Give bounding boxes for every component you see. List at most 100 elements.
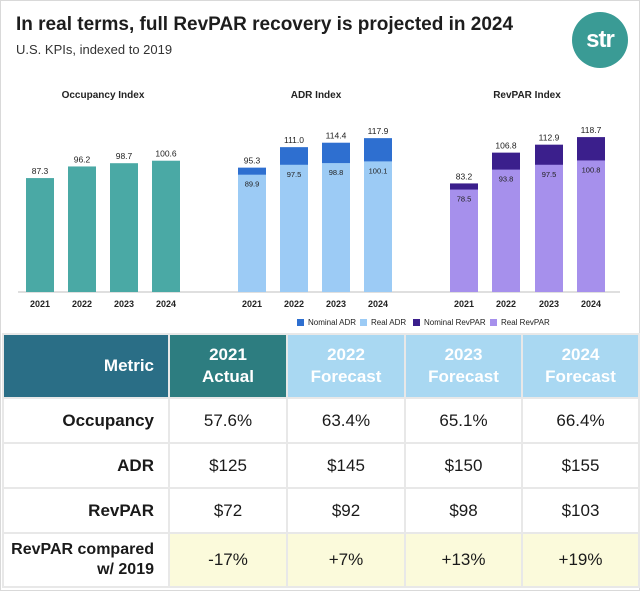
bar-real-revpar xyxy=(577,160,605,292)
header-kind: Forecast xyxy=(310,367,382,386)
data-label: 118.7 xyxy=(581,125,602,135)
table-cell: 63.4% xyxy=(286,397,406,444)
row-label: ADR xyxy=(2,442,170,489)
table-cell: 66.4% xyxy=(521,397,640,444)
data-label: 89.9 xyxy=(245,180,260,189)
data-label: 93.8 xyxy=(499,175,514,184)
kpi-forecast-table: Metric 2021 Actual 2022 Forecast 2023 Forec… xyxy=(2,333,640,588)
logo-text: str xyxy=(586,26,615,53)
legend-real-revpar: Real RevPAR xyxy=(490,318,550,327)
bar-real-adr xyxy=(280,164,308,292)
x-tick-label: 2022 xyxy=(72,299,92,309)
header-year: 2022 xyxy=(327,345,365,364)
table-cell: $125 xyxy=(168,442,288,489)
legend-swatch xyxy=(360,319,367,326)
table-cell: 65.1% xyxy=(404,397,523,444)
table-cell: $72 xyxy=(168,487,288,534)
table-row-adr: ADR $125 $145 $150 $155 xyxy=(2,442,640,489)
data-label: 96.2 xyxy=(74,154,91,164)
legend-label: Real RevPAR xyxy=(501,318,550,327)
table-row-revpar-vs-2019: RevPAR compared w/ 2019 -17% +7% +13% +19… xyxy=(2,532,640,588)
x-tick-label: 2024 xyxy=(581,299,601,309)
row-label: Occupancy xyxy=(2,397,170,444)
row-label-line: RevPAR compared xyxy=(11,541,154,558)
x-tick-label: 2024 xyxy=(368,299,388,309)
legend-nominal-revpar: Nominal RevPAR xyxy=(413,318,486,327)
bar-value xyxy=(68,166,96,292)
bar-real-revpar xyxy=(450,189,478,292)
data-label: 97.5 xyxy=(542,170,557,179)
table-cell: $103 xyxy=(521,487,640,534)
header-kind: Forecast xyxy=(545,367,616,386)
data-label: 106.8 xyxy=(495,141,517,151)
data-label: 117.9 xyxy=(368,126,389,136)
row-label: RevPAR xyxy=(2,487,170,534)
data-label: 97.5 xyxy=(287,170,302,179)
bar-value xyxy=(110,163,138,292)
x-tick-label: 2022 xyxy=(284,299,304,309)
header-kind: Actual xyxy=(202,367,254,386)
table-header-row: Metric 2021 Actual 2022 Forecast 2023 Forec… xyxy=(2,333,640,399)
table-cell: 57.6% xyxy=(168,397,288,444)
legend-label: Real ADR xyxy=(371,318,407,327)
chart-title: ADR Index xyxy=(291,90,342,101)
row-label: RevPAR compared w/ 2019 xyxy=(2,532,170,588)
str-logo-icon: str xyxy=(572,12,628,68)
x-tick-label: 2023 xyxy=(114,299,134,309)
legend-swatch xyxy=(490,319,497,326)
legend-label: Nominal RevPAR xyxy=(424,318,486,327)
table-cell: $145 xyxy=(286,442,406,489)
data-label: 114.4 xyxy=(326,131,347,141)
x-tick-label: 2022 xyxy=(496,299,516,309)
data-label: 87.3 xyxy=(32,166,49,176)
bar-real-adr xyxy=(364,161,392,292)
table-cell: +19% xyxy=(521,532,640,588)
data-label: 78.5 xyxy=(457,195,472,204)
x-tick-label: 2021 xyxy=(30,299,50,309)
data-label: 95.3 xyxy=(244,156,261,166)
chart-title: Occupancy Index xyxy=(62,90,145,101)
x-tick-label: 2021 xyxy=(242,299,262,309)
header-kind: Forecast xyxy=(428,367,499,386)
x-tick-label: 2023 xyxy=(539,299,559,309)
bar-real-adr xyxy=(322,163,350,292)
chart-title: RevPAR Index xyxy=(493,90,561,101)
legend-nominal-adr: Nominal ADR xyxy=(297,318,356,327)
table-cell: $150 xyxy=(404,442,523,489)
data-label: 83.2 xyxy=(456,171,473,181)
table-cell: -17% xyxy=(168,532,288,588)
x-tick-label: 2021 xyxy=(454,299,474,309)
kpi-index-charts: Occupancy Index 2021 87.3 2022 96.2 2023 98.7 2… xyxy=(18,90,620,309)
table-row-revpar: RevPAR $72 $92 $98 $103 xyxy=(2,487,640,534)
data-label: 98.8 xyxy=(329,168,344,177)
header-year: 2021 xyxy=(209,345,247,364)
bar-real-adr xyxy=(238,174,266,292)
table-cell: $155 xyxy=(521,442,640,489)
header-2021: 2021 Actual xyxy=(168,333,288,399)
header-2022: 2022 Forecast xyxy=(286,333,406,399)
data-label: 98.7 xyxy=(116,151,133,161)
header-2024: 2024 Forecast xyxy=(521,333,640,399)
legend-real-adr: Real ADR xyxy=(360,318,406,327)
table-cell: +7% xyxy=(286,532,406,588)
data-label: 100.1 xyxy=(369,166,388,175)
legend-label: Nominal ADR xyxy=(308,318,357,327)
bar-value xyxy=(26,178,54,292)
table-cell: $98 xyxy=(404,487,523,534)
header-metric: Metric xyxy=(2,333,170,399)
table-row-occupancy: Occupancy 57.6% 63.4% 65.1% 66.4% xyxy=(2,397,640,444)
header-year: 2023 xyxy=(444,345,483,364)
x-tick-label: 2023 xyxy=(326,299,346,309)
data-label: 100.8 xyxy=(582,165,601,174)
data-label: 100.6 xyxy=(155,149,177,159)
legend-swatch xyxy=(297,319,304,326)
header-2023: 2023 Forecast xyxy=(404,333,523,399)
page-subtitle: U.S. KPIs, indexed to 2019 xyxy=(16,42,173,57)
table-cell: +13% xyxy=(404,532,523,588)
table-cell: $92 xyxy=(286,487,406,534)
bar-real-revpar xyxy=(492,169,520,292)
data-label: 112.9 xyxy=(539,133,560,143)
row-label-line: w/ 2019 xyxy=(97,561,154,578)
page-title: In real terms, full RevPAR recovery is p… xyxy=(16,14,514,35)
legend-swatch xyxy=(413,319,420,326)
